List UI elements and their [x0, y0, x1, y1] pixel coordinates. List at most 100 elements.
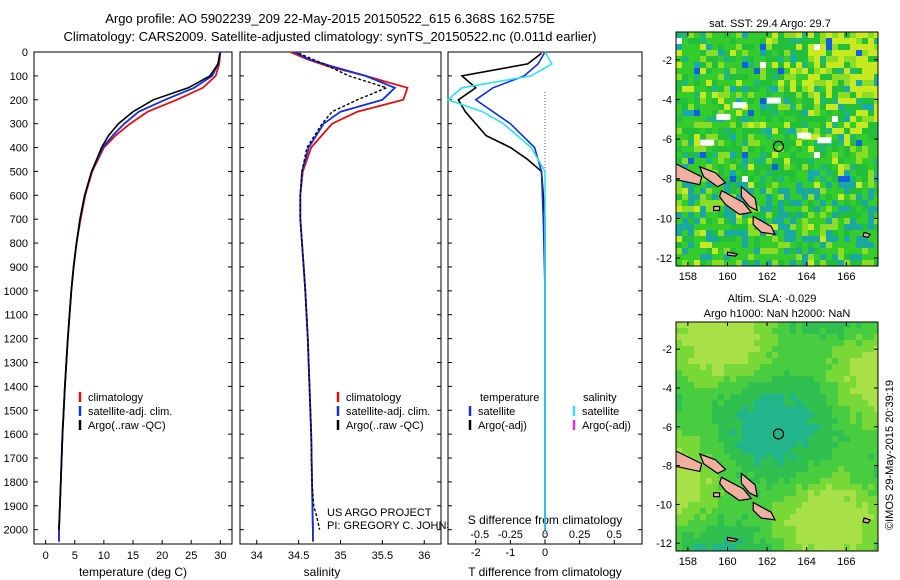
map-1-frame: [675, 31, 879, 267]
sst-cell: [808, 182, 814, 188]
sla-cell: [784, 412, 790, 418]
sla-cell: [688, 448, 694, 454]
sst-cell: [700, 56, 706, 62]
sst-cell: [808, 122, 814, 128]
sst-cell: [820, 212, 826, 218]
sst-cell: [712, 146, 718, 152]
sla-cell: [820, 352, 826, 358]
sst-cell: [748, 242, 754, 248]
sla-cell: [718, 346, 724, 352]
sst-cell: [808, 158, 814, 164]
map-lat-label: -4: [662, 94, 672, 106]
sst-cell: [754, 182, 760, 188]
sla-cell: [760, 322, 766, 328]
sst-cell: [790, 224, 796, 230]
sla-cell: [712, 370, 718, 376]
sla-cell: [742, 352, 748, 358]
sla-cell: [754, 412, 760, 418]
sst-cell: [688, 62, 694, 68]
sla-cell: [694, 472, 700, 478]
sla-cell: [796, 520, 802, 526]
sla-cell: [748, 538, 754, 544]
sla-cell: [862, 412, 868, 418]
depth-tick-label: 1600: [4, 429, 28, 441]
sst-cell: [712, 242, 718, 248]
sst-cell: [682, 164, 688, 170]
sst-cell: [778, 212, 784, 218]
sla-cell: [808, 340, 814, 346]
sla-cell: [700, 532, 706, 538]
sla-cell: [820, 472, 826, 478]
sst-cell: [766, 92, 772, 98]
sla-cell: [778, 538, 784, 544]
sst-cell: [778, 230, 784, 236]
sst-cell: [760, 56, 766, 62]
sla-cell: [820, 532, 826, 538]
sst-cell: [850, 80, 856, 86]
sla-cell: [826, 334, 832, 340]
sst-cell: [760, 86, 766, 92]
sla-cell: [784, 496, 790, 502]
sla-cell: [820, 328, 826, 334]
sla-cell: [760, 454, 766, 460]
sla-cell: [850, 340, 856, 346]
sst-cell: [814, 116, 820, 122]
sla-cell: [766, 346, 772, 352]
sla-cell: [826, 508, 832, 514]
sla-cell: [700, 430, 706, 436]
sst-cell: [766, 164, 772, 170]
sla-cell: [754, 376, 760, 382]
sst-cell: [850, 86, 856, 92]
sst-cell: [814, 44, 820, 50]
sla-cell: [676, 340, 682, 346]
sla-cell: [730, 388, 736, 394]
sst-cell: [742, 176, 748, 182]
sst-cell: [814, 110, 820, 116]
sst-cell: [850, 32, 856, 38]
sst-cell: [826, 128, 832, 134]
sla-cell: [712, 430, 718, 436]
sst-cell: [682, 158, 688, 164]
temp-x-tick-label: 10: [98, 550, 110, 562]
sst-cell: [802, 176, 808, 182]
diff-t-tick-label: -1: [505, 547, 515, 559]
sla-cell: [706, 406, 712, 412]
sst-cell: [802, 152, 808, 158]
map-lon-label: 166: [837, 556, 855, 568]
sst-cell: [736, 74, 742, 80]
sst-cell: [826, 44, 832, 50]
sla-cell: [706, 526, 712, 532]
sst-cell: [856, 122, 862, 128]
sst-cell: [850, 248, 856, 254]
sla-cell: [742, 370, 748, 376]
sst-cell: [736, 92, 742, 98]
sst-cell: [832, 68, 838, 74]
sst-cell: [832, 230, 838, 236]
sla-cell: [832, 526, 838, 532]
sla-cell: [844, 484, 850, 490]
sla-cell: [778, 418, 784, 424]
sst-cell: [682, 260, 688, 266]
sst-cell: [730, 86, 736, 92]
sst-cell: [868, 146, 874, 152]
sla-cell: [742, 508, 748, 514]
sst-cell: [802, 212, 808, 218]
sst-cell: [682, 98, 688, 104]
sla-cell: [796, 370, 802, 376]
sla-cell: [868, 406, 874, 412]
map-lon-label: 160: [718, 556, 736, 568]
sla-cell: [742, 364, 748, 370]
sst-cell: [808, 56, 814, 62]
sla-cell: [754, 448, 760, 454]
sst-cell: [718, 50, 724, 56]
sst-cell: [754, 194, 760, 200]
sla-cell: [730, 448, 736, 454]
sst-cell: [754, 236, 760, 242]
sst-cell: [850, 116, 856, 122]
sla-cell: [766, 430, 772, 436]
sla-cell: [700, 412, 706, 418]
sla-cell: [742, 382, 748, 388]
sla-cell: [802, 496, 808, 502]
sla-cell: [706, 472, 712, 478]
sst-cell: [700, 116, 706, 122]
